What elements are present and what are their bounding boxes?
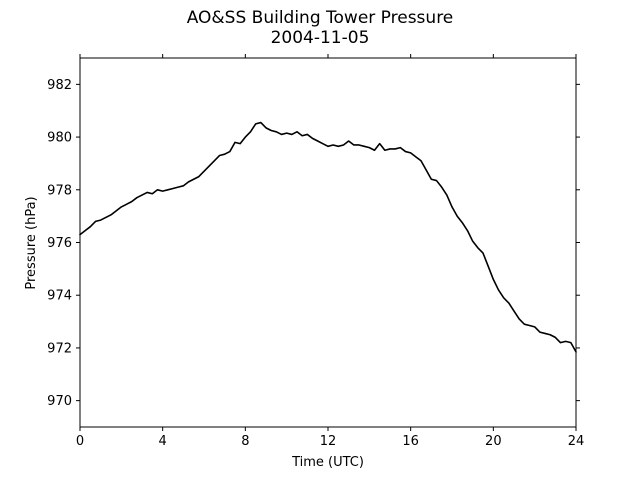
x-tick-label: 8 <box>241 434 249 449</box>
y-tick-label: 982 <box>47 78 72 93</box>
plot-layer <box>79 121 577 353</box>
y-tick-label: 970 <box>47 394 72 409</box>
x-tick-label: 24 <box>568 434 585 449</box>
x-tick-label: 0 <box>76 434 84 449</box>
plot-frame <box>79 57 577 428</box>
y-tick-label: 980 <box>47 131 72 146</box>
y-tick-label: 978 <box>47 183 72 198</box>
y-tick-label: 976 <box>47 236 72 251</box>
y-tick-label: 972 <box>47 341 72 356</box>
y-axis-label: Pressure (hPa) <box>24 196 39 289</box>
chart-subtitle: 2004-11-05 <box>270 28 370 48</box>
axis-layer: 0 4 8 12 16 20 24 970 972 974 976 978 980 982 <box>47 54 584 449</box>
x-tick-label: 16 <box>402 434 419 449</box>
x-axis-label: Time (UTC) <box>291 455 364 470</box>
y-tick-label: 974 <box>47 289 72 304</box>
chart-title: AO&SS Building Tower Pressure <box>186 8 454 28</box>
x-tick-label: 4 <box>159 434 167 449</box>
x-tick-label: 20 <box>485 434 502 449</box>
x-tick-label: 12 <box>320 434 337 449</box>
pressure-series-line <box>79 121 577 353</box>
